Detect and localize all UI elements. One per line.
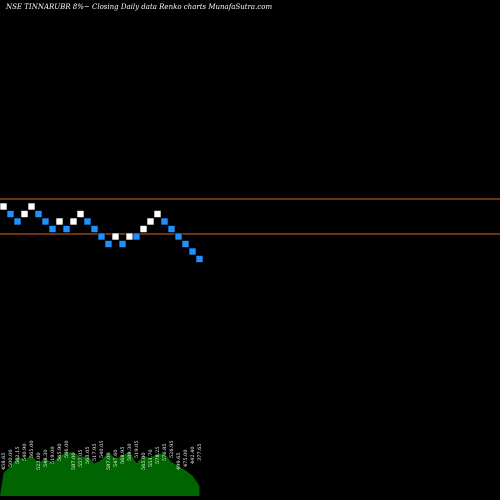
- renko-brick: [174, 232, 183, 241]
- volume-label: 576.85: [162, 444, 168, 462]
- renko-brick: [118, 240, 127, 248]
- chart-title: NSE TINNARUBR 8%~ Closing Daily data Ren…: [5, 3, 272, 11]
- volume-label: 586.00: [64, 441, 70, 459]
- volume-label: 547.60: [113, 450, 119, 468]
- renko-bricks: [0, 202, 204, 263]
- volume-label: 565.00: [29, 441, 35, 459]
- volume-label: 526.95: [169, 441, 175, 459]
- renko-brick: [153, 210, 162, 218]
- volume-label: 553.70: [148, 450, 154, 468]
- volume-label: 587.00: [71, 453, 77, 471]
- renko-brick: [97, 232, 106, 241]
- volume-label: 540.05: [99, 441, 105, 459]
- volume-label: 519.00: [50, 447, 56, 465]
- renko-brick: [6, 210, 15, 218]
- renko-brick: [125, 232, 134, 241]
- volume-label: 578.25: [155, 447, 161, 465]
- renko-brick: [55, 217, 64, 226]
- volume-label: 589.30: [127, 444, 133, 462]
- renko-brick: [104, 240, 113, 248]
- volume-label: 442.40: [190, 447, 196, 465]
- volume-label: 548.30: [43, 450, 49, 468]
- volume-label: 565.90: [57, 444, 63, 462]
- renko-brick: [160, 217, 169, 226]
- renko-brick: [132, 232, 141, 241]
- volume-label: 475.00: [183, 450, 189, 468]
- renko-brick: [167, 225, 176, 233]
- volume-label: 377.65: [197, 444, 203, 462]
- volume-label: 563.05: [85, 447, 91, 465]
- renko-brick: [20, 210, 29, 218]
- renko-brick: [0, 202, 8, 211]
- renko-brick: [146, 217, 155, 226]
- renko-brick: [13, 217, 22, 226]
- renko-brick: [27, 202, 36, 211]
- volume-label: 565.00: [141, 453, 147, 471]
- volume-label: 540.90: [22, 444, 28, 462]
- volume-label: 499.65: [176, 453, 182, 471]
- renko-brick: [34, 210, 43, 218]
- renko-brick: [188, 247, 197, 256]
- renko-brick: [139, 225, 148, 233]
- volume-label: 557.05: [78, 450, 84, 468]
- renko-brick: [83, 217, 92, 226]
- renko-brick: [48, 225, 57, 233]
- renko-brick: [195, 255, 204, 263]
- volume-label: 500.00: [8, 450, 14, 468]
- volume-label: 562.15: [15, 447, 21, 465]
- volume-label: 458.65: [1, 453, 7, 471]
- renko-brick: [69, 217, 78, 226]
- renko-brick: [62, 225, 71, 233]
- renko-brick: [41, 217, 50, 226]
- volume-label: 517.95: [92, 444, 98, 462]
- renko-brick: [181, 240, 190, 248]
- volume-label: 519.05: [134, 441, 140, 459]
- volume-label: 568.95: [120, 447, 126, 465]
- volume-label: 587.00: [106, 453, 112, 471]
- volume-label: 523.00: [36, 453, 42, 471]
- volume-area: [0, 452, 200, 496]
- volume-area-fill: [0, 452, 200, 496]
- price-lines: [0, 198, 500, 235]
- renko-brick: [111, 232, 120, 241]
- renko-brick: [90, 225, 99, 233]
- renko-brick: [76, 210, 85, 218]
